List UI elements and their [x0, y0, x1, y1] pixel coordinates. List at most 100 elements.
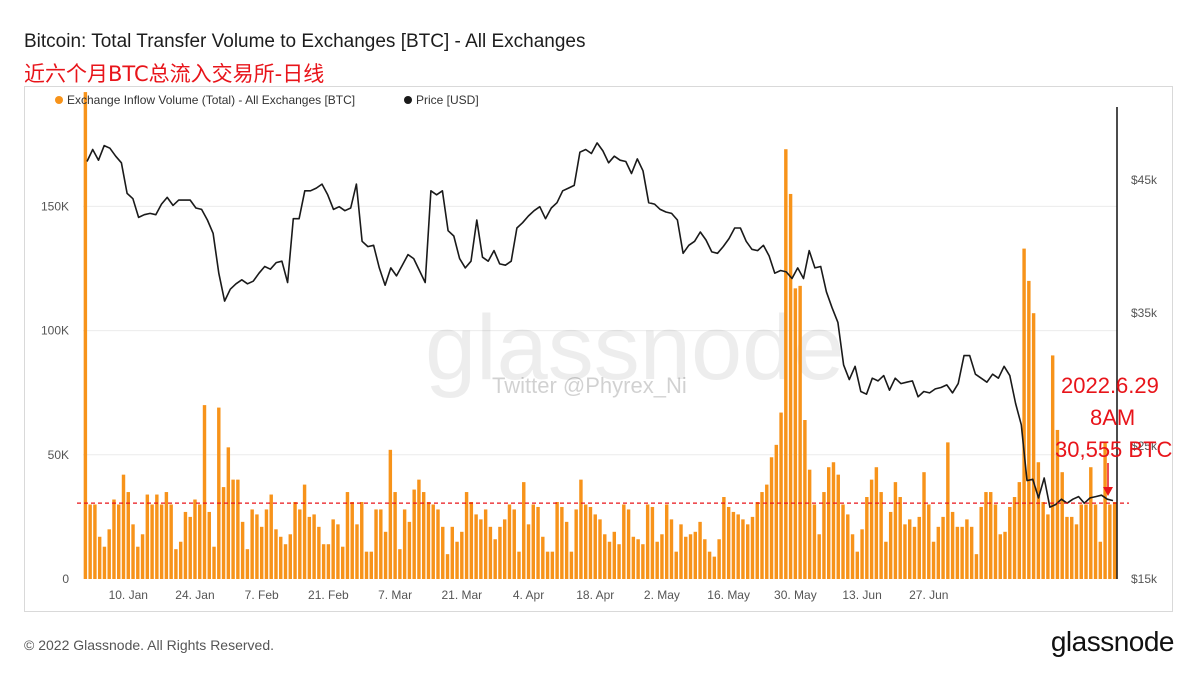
inflow-bar — [212, 546, 216, 579]
inflow-bar — [736, 514, 740, 579]
inflow-bar — [603, 534, 607, 579]
inflow-bar — [360, 501, 364, 579]
inflow-bar — [774, 444, 779, 579]
inflow-bar — [469, 501, 474, 579]
inflow-bar — [1098, 541, 1103, 579]
axes: 0 50K 100K 150K $15k $25k $35k $45k 10. Jan 24. J… — [41, 107, 1158, 602]
inflow-bar — [803, 420, 807, 579]
inflow-bar — [307, 516, 312, 579]
inflow-bar — [750, 516, 755, 579]
inflow-bar — [1017, 482, 1022, 579]
glassnode-logo[interactable]: glassnode — [1050, 626, 1175, 657]
legend-price-dot — [404, 96, 412, 104]
inflow-bar — [583, 504, 588, 579]
inflow-bar — [1093, 504, 1098, 579]
inflow-bar — [464, 492, 469, 579]
y-left-tick-label: 0 — [62, 572, 69, 586]
inflow-bar — [1041, 501, 1045, 579]
inflow-bar — [779, 412, 783, 579]
inflow-bar — [769, 457, 774, 579]
inflow-bar — [965, 519, 969, 579]
inflow-bar — [183, 511, 188, 579]
inflow-bar — [283, 544, 288, 579]
inflow-bar — [1089, 467, 1093, 579]
inflow-bar — [707, 551, 712, 579]
chart-subtitle: 近六个月BTC总流入交易所-日线 — [24, 62, 325, 86]
watermark-brand: glassnode — [425, 297, 844, 399]
inflow-bar — [746, 524, 750, 579]
inflow-bar — [1027, 280, 1031, 579]
inflow-bar — [598, 519, 602, 579]
annotation: 2022.6.29 8AM 30,555 BTC — [1055, 373, 1172, 496]
inflow-bar — [202, 405, 207, 579]
inflow-bar — [1008, 506, 1012, 579]
inflow-bar — [984, 492, 988, 579]
inflow-bar — [526, 524, 531, 579]
inflow-bar — [989, 492, 993, 579]
inflow-bar — [593, 514, 597, 579]
inflow-bar — [259, 526, 264, 579]
inflow-bar — [374, 509, 378, 579]
inflow-bar — [269, 494, 273, 579]
y-right-tick-label: $25k — [1131, 439, 1158, 453]
inflow-bar — [555, 501, 559, 579]
inflow-bar — [950, 511, 955, 579]
inflow-bar — [288, 534, 292, 579]
inflow-bar — [846, 514, 850, 579]
inflow-bar — [436, 509, 440, 579]
inflow-bar — [517, 551, 521, 579]
inflow-bar — [946, 442, 950, 579]
inflow-bar — [1012, 497, 1017, 579]
inflow-bar — [817, 534, 821, 579]
inflow-bar — [159, 504, 164, 579]
inflow-bar — [264, 509, 269, 579]
inflow-bar — [498, 526, 502, 579]
inflow-bar — [798, 285, 802, 579]
inflow-bar — [660, 534, 664, 579]
inflow-bar — [240, 521, 245, 579]
inflow-bar — [865, 497, 869, 579]
inflow-bar — [888, 511, 893, 579]
y-left-tick-label: 100K — [41, 324, 69, 338]
inflow-bar — [1036, 462, 1041, 579]
inflow-bar — [426, 501, 431, 579]
inflow-bar — [622, 504, 626, 579]
inflow-bar — [574, 509, 578, 579]
inflow-bar — [860, 529, 864, 579]
inflow-bar — [126, 492, 130, 579]
inflow-bar — [903, 524, 907, 579]
inflow-bar — [245, 549, 250, 579]
inflow-bar — [541, 536, 545, 579]
inflow-bar — [502, 519, 507, 579]
inflow-bar — [178, 541, 183, 579]
inflow-bar — [1031, 313, 1036, 579]
inflow-bar — [1046, 514, 1050, 579]
inflow-bar — [836, 474, 840, 579]
inflow-bar — [784, 149, 788, 580]
inflow-bar — [431, 504, 435, 579]
inflow-bar — [679, 524, 683, 579]
inflow-bar — [855, 551, 860, 579]
chart-panel: glassnode Twitter @Phyrex_Ni 0 50K 100K 150… — [24, 86, 1173, 612]
inflow-bar — [588, 506, 593, 579]
inflow-bar — [869, 479, 874, 579]
inflow-bar — [217, 407, 221, 579]
inflow-bar — [712, 556, 717, 579]
inflow-bar — [898, 497, 902, 579]
inflow-bar — [664, 504, 669, 579]
legend-inflow-dot — [55, 96, 63, 104]
inflow-bar — [908, 519, 912, 579]
inflow-bar — [121, 474, 126, 579]
inflow-bar — [936, 526, 941, 579]
inflow-bar — [1108, 504, 1112, 579]
inflow-bar — [293, 501, 297, 579]
inflow-bar — [507, 504, 512, 579]
inflow-bar — [979, 506, 983, 579]
inflow-bar — [102, 546, 107, 579]
inflow-bar — [97, 536, 102, 579]
x-tick-label: 4. Apr — [513, 588, 544, 602]
inflow-bar — [131, 524, 135, 579]
inflow-bar — [1050, 355, 1055, 579]
inflow-bar — [522, 482, 526, 579]
inflow-bar — [912, 526, 917, 579]
